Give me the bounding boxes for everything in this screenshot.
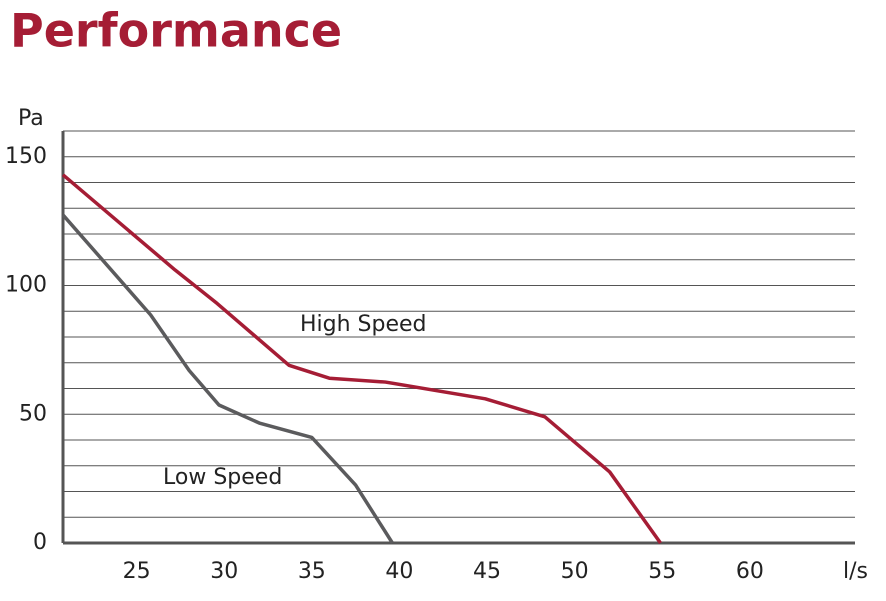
series-line bbox=[61, 173, 662, 545]
y-tick-label: 50 bbox=[19, 401, 47, 426]
x-tick-label: 50 bbox=[561, 559, 589, 584]
x-axis-label: l/s bbox=[843, 559, 868, 584]
x-tick-label: 55 bbox=[648, 559, 676, 584]
series-label: Low Speed bbox=[163, 465, 282, 490]
y-axis-label: Pa bbox=[18, 106, 44, 131]
x-tick-label: 25 bbox=[123, 559, 151, 584]
chart-title: Performance bbox=[10, 4, 342, 58]
x-tick-label: 40 bbox=[385, 559, 413, 584]
x-tick-label: 60 bbox=[736, 559, 764, 584]
x-tick-label: 45 bbox=[473, 559, 501, 584]
series-label: High Speed bbox=[300, 312, 427, 337]
x-tick-label: 30 bbox=[210, 559, 238, 584]
y-tick-label: 150 bbox=[5, 144, 47, 169]
y-tick-label: 0 bbox=[33, 530, 47, 555]
y-tick-label: 100 bbox=[5, 273, 47, 298]
series-line bbox=[61, 213, 394, 544]
x-tick-label: 35 bbox=[298, 559, 326, 584]
